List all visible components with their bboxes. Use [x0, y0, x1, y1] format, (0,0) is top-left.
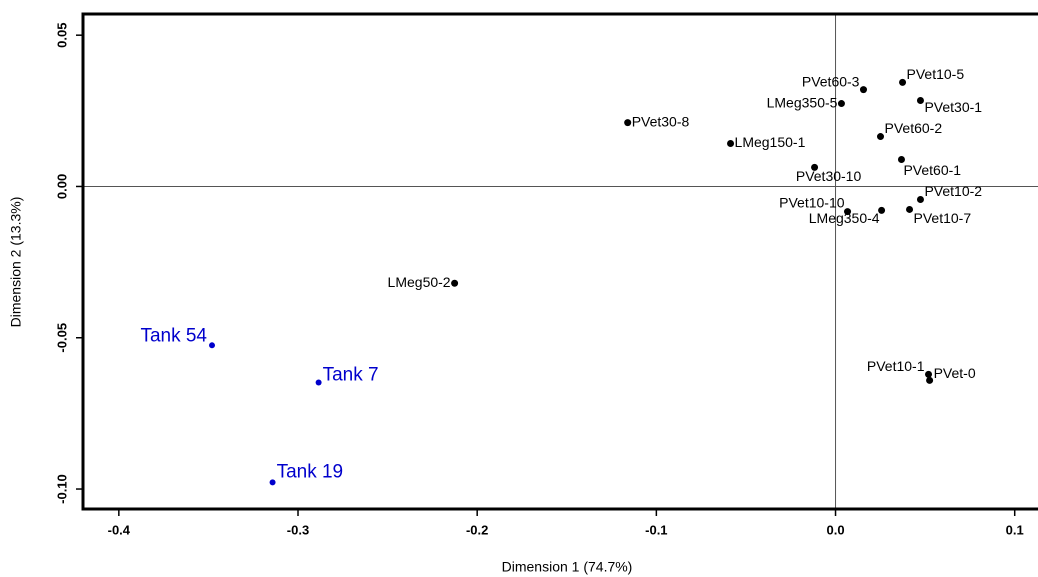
x-tick-label: -0.1 [645, 522, 667, 537]
x-tick-label: 0.1 [1006, 522, 1024, 537]
y-axis-title: Dimension 2 (13.3%) [8, 197, 24, 328]
point-label: PVet60-2 [885, 120, 943, 136]
x-axis-title: Dimension 1 (74.7%) [502, 559, 633, 575]
point-label: PVet-0 [934, 365, 976, 381]
point-label: PVet60-3 [802, 73, 860, 89]
point-label: PVet10-5 [907, 66, 965, 82]
point [916, 195, 924, 203]
point-label: PVet10-1 [867, 358, 925, 374]
point [315, 379, 322, 386]
point-label: PVet60-1 [903, 162, 961, 178]
point [926, 376, 934, 384]
point-label: PVet10-7 [914, 210, 972, 226]
x-tick-label: -0.3 [287, 522, 309, 537]
x-tick-label: 0.0 [826, 522, 844, 537]
point [878, 206, 886, 214]
point [837, 100, 845, 108]
point-label: PVet10-10 [779, 194, 845, 210]
point-label: PVet30-10 [796, 168, 862, 184]
point [269, 479, 276, 486]
point-label: Tank 54 [140, 325, 207, 346]
plot-frame [81, 12, 1038, 511]
point-label: LMeg350-4 [809, 210, 880, 226]
point [451, 279, 459, 287]
point-label: LMeg350-5 [767, 94, 838, 110]
point-label: Tank 7 [323, 365, 379, 386]
x-tick-label: -0.4 [108, 522, 131, 537]
point [859, 86, 867, 94]
point [209, 342, 216, 349]
point [811, 163, 819, 171]
y-tick-label: 0.05 [54, 23, 69, 48]
y-tick-label: 0.00 [54, 174, 69, 199]
point [844, 208, 852, 216]
x-tick-label: -0.2 [466, 522, 488, 537]
point-label: LMeg50-2 [388, 274, 451, 290]
y-tick-label: -0.05 [54, 323, 69, 353]
point [727, 139, 735, 147]
point-label: PVet10-2 [924, 183, 982, 199]
point-label: LMeg150-1 [735, 134, 806, 150]
point-label: Tank 19 [277, 461, 344, 482]
point [897, 156, 905, 164]
point [624, 119, 632, 127]
point [916, 97, 924, 105]
point [925, 370, 933, 378]
y-tick-label: -0.10 [54, 474, 69, 504]
point-label: PVet30-1 [924, 99, 982, 115]
point-label: PVet30-8 [632, 113, 690, 129]
point [906, 205, 914, 213]
point [877, 133, 885, 141]
point [899, 78, 907, 86]
